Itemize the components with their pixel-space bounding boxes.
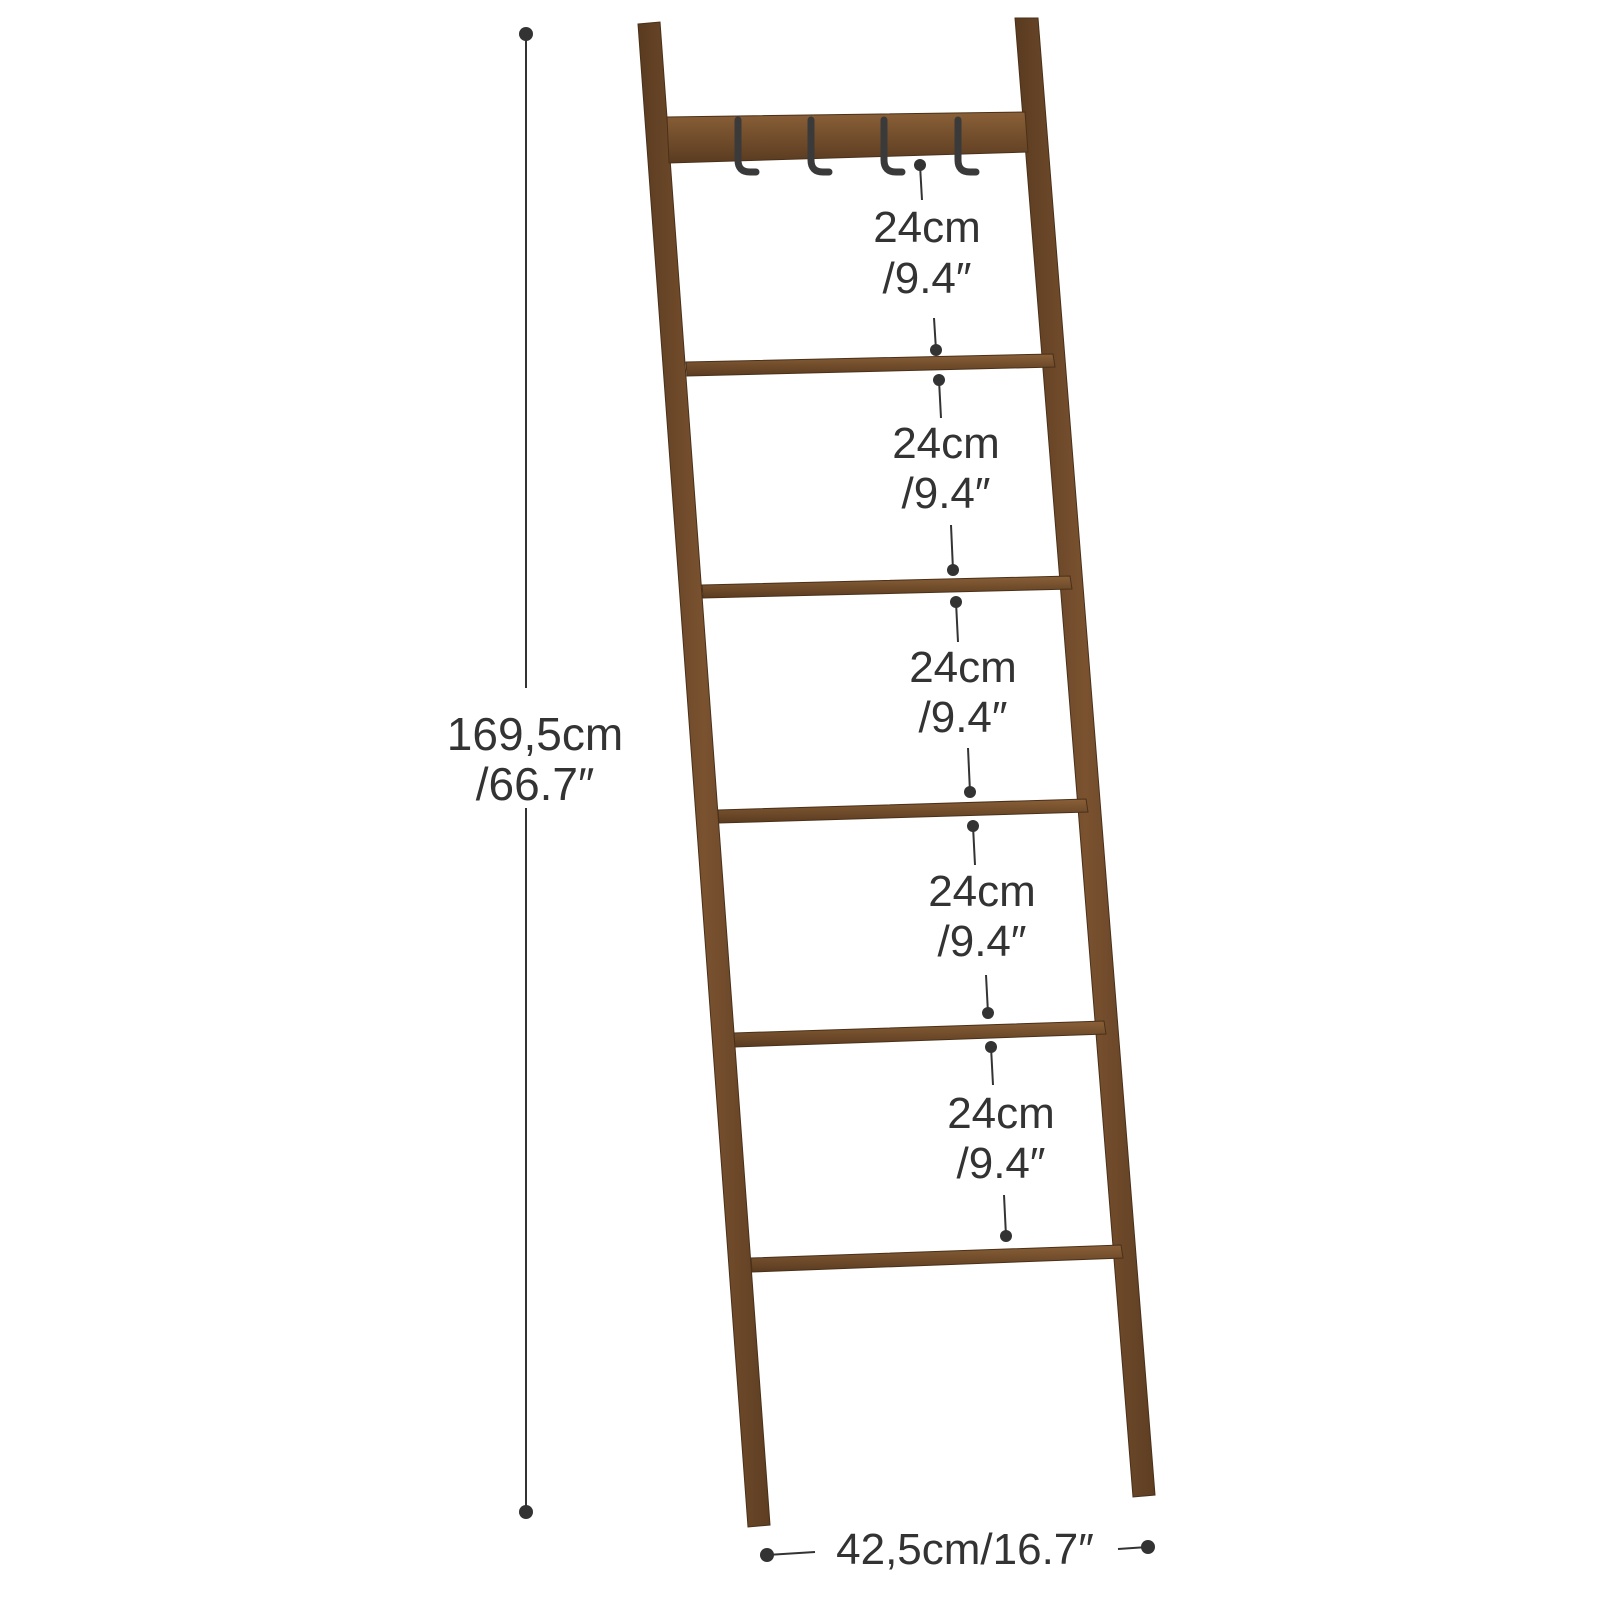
ladder-left-rail	[637, 21, 771, 1528]
hook-icon	[954, 116, 980, 176]
rung-spacing-4-imperial: /9.4″	[938, 917, 1027, 966]
rung-spacing-4-metric: 24cm	[928, 867, 1036, 916]
ladder-rung-4	[733, 1020, 1107, 1048]
ladder-right-rail	[1014, 17, 1156, 1498]
rung-spacing-1: 24cm /9.4″	[873, 159, 981, 356]
rung-spacing-3-imperial: /9.4″	[919, 693, 1008, 742]
rung-spacing-1-metric: 24cm	[873, 203, 981, 252]
rung-spacing-1-imperial: /9.4″	[883, 254, 972, 303]
ladder-top-board	[666, 111, 1029, 164]
ladder-rung-5	[750, 1244, 1124, 1273]
rung-spacing-5-imperial: /9.4″	[957, 1139, 1046, 1188]
height-dimension: 169,5cm /66.7″	[447, 27, 623, 1519]
width-dimension: 42,5cm/16.7″	[760, 1525, 1155, 1574]
rung-spacing-4: 24cm /9.4″	[928, 820, 1036, 1019]
ladder-rung-1	[685, 353, 1056, 377]
rung-spacing-5: 24cm /9.4″	[947, 1041, 1055, 1242]
rung-spacing-2: 24cm /9.4″	[892, 374, 1000, 576]
width-label: 42,5cm/16.7″	[836, 1525, 1094, 1574]
hook-icon	[734, 116, 760, 176]
hook-icon	[807, 116, 833, 176]
rung-spacing-5-metric: 24cm	[947, 1089, 1055, 1138]
rung-spacing-3: 24cm /9.4″	[909, 596, 1017, 798]
hook-icon	[880, 116, 906, 176]
rung-spacing-2-metric: 24cm	[892, 419, 1000, 468]
height-imperial-label: /66.7″	[476, 758, 595, 810]
rung-spacing-2-imperial: /9.4″	[902, 469, 991, 518]
height-metric-label: 169,5cm	[447, 708, 623, 760]
ladder	[637, 17, 1156, 1528]
ladder-rung-3	[717, 798, 1089, 824]
rung-spacing-3-metric: 24cm	[909, 643, 1017, 692]
ladder-rung-2	[701, 575, 1073, 599]
